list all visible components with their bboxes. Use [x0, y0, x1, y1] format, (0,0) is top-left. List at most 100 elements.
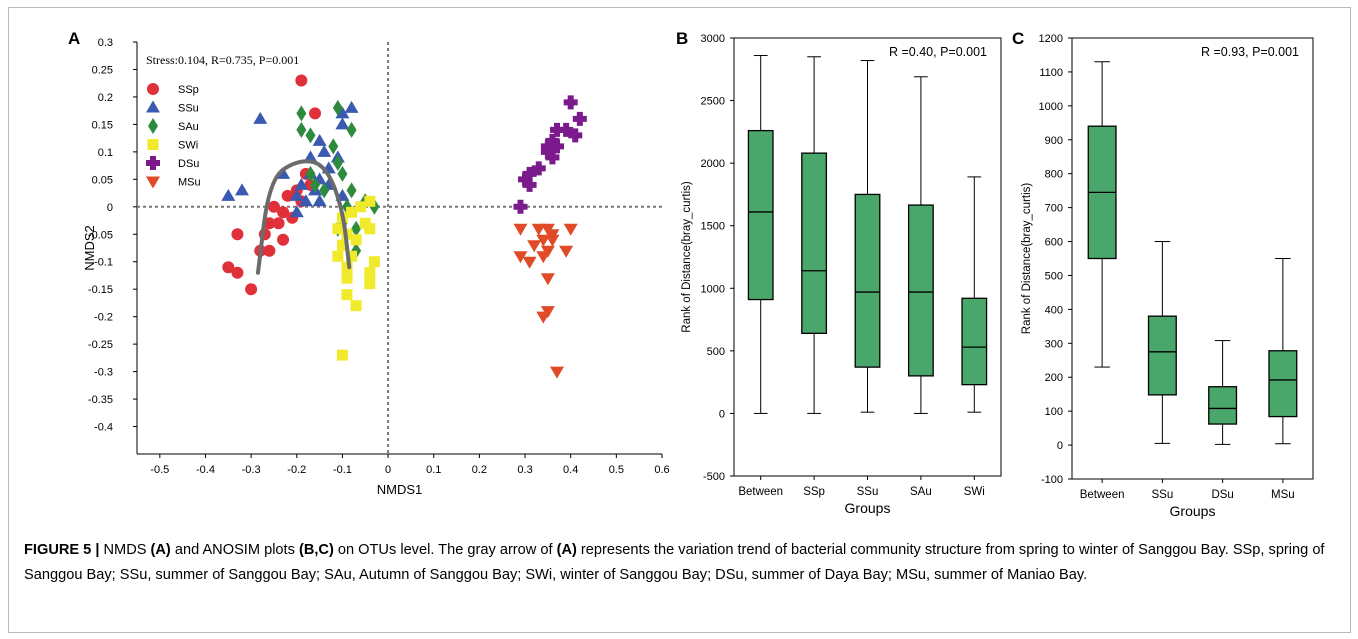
box-msu [1268, 258, 1298, 445]
point-swi [332, 223, 344, 235]
point-sau [351, 220, 362, 237]
legend-marker-swi [147, 139, 159, 150]
point-dsu [522, 177, 537, 192]
x-tick-label: SSu [857, 486, 879, 498]
x-tick-label: -0.1 [333, 464, 352, 476]
point-sau [328, 138, 339, 155]
panel-a-letter: A [68, 29, 80, 48]
series-swi [332, 195, 380, 361]
point-ssu [294, 177, 309, 190]
point-dsu [568, 128, 583, 143]
box-iqr [907, 204, 934, 377]
point-ssp [277, 206, 290, 219]
point-swi [350, 234, 362, 246]
point-dsu [572, 111, 587, 126]
point-ssu [289, 205, 304, 218]
y-tick-label: 800 [1045, 169, 1063, 181]
box-iqr [1268, 350, 1298, 418]
figure-caption: FIGURE 5 | NMDS (A) and ANOSIM plots (B,… [24, 538, 1334, 588]
y-tick-label: 2000 [701, 158, 725, 170]
y-tick-label: 100 [1045, 406, 1063, 418]
x-tick-label: SAu [910, 486, 932, 498]
point-ssu [312, 194, 327, 207]
legend-label-sau: SAu [178, 121, 199, 133]
point-msu [545, 234, 560, 247]
box-sau [907, 76, 934, 414]
point-swi [336, 349, 348, 361]
point-dsu [550, 122, 564, 137]
point-ssu [312, 133, 327, 146]
point-ssu [335, 106, 350, 119]
point-dsu [563, 95, 578, 110]
point-swi [368, 256, 380, 268]
x-tick-label: SSu [1152, 489, 1174, 501]
point-sau [346, 121, 357, 138]
y-tick-label: -0.35 [88, 394, 113, 406]
y-tick-label: 0.3 [98, 37, 113, 49]
point-dsu [531, 161, 546, 176]
point-msu [513, 223, 528, 236]
legend-label-ssp: SSp [178, 84, 199, 96]
y-tick-label: 0.15 [92, 119, 113, 131]
point-dsu [540, 144, 555, 159]
x-tick-label: DSu [1211, 489, 1233, 501]
y-tick-label: 1500 [701, 221, 725, 233]
point-ssp [309, 107, 322, 120]
y-tick-label: 500 [1045, 270, 1063, 282]
legend-marker-dsu [146, 156, 160, 170]
legend-marker-msu [146, 176, 160, 189]
x-tick-label: 0.4 [563, 464, 578, 476]
y-tick-label: 400 [1045, 304, 1063, 316]
point-sau [305, 127, 316, 144]
point-dsu [518, 172, 533, 187]
y-tick-label: 1000 [1039, 101, 1063, 113]
point-dsu [522, 166, 537, 181]
point-ssp [231, 228, 244, 241]
box-iqr [801, 152, 828, 334]
point-swi [341, 272, 353, 284]
y-tick-label: 1000 [701, 283, 725, 295]
caption-segment: (B,C) [298, 542, 334, 558]
y-tick-label: 1100 [1039, 67, 1063, 79]
box-iqr [1147, 315, 1177, 396]
point-swi [355, 201, 367, 213]
box-between [1087, 61, 1117, 368]
point-dsu [513, 199, 528, 214]
x-tick-label: Between [1080, 489, 1125, 501]
point-ssp [295, 74, 308, 87]
y-tick-label: 0 [1057, 440, 1063, 452]
point-dsu [545, 133, 560, 148]
x-tick-label: SSp [803, 486, 825, 498]
y-tick-label: 0 [719, 408, 725, 420]
box-iqr [854, 193, 881, 368]
point-ssp [272, 217, 285, 230]
x-tick-label: 0.1 [426, 464, 441, 476]
y-tick-label: -0.2 [94, 312, 113, 324]
box-ssp [801, 56, 828, 414]
y-tick-label: 500 [707, 346, 725, 358]
caption-body: NMDS (A) and ANOSIM plots (B,C) on OTUs … [24, 542, 1325, 583]
y-tick-label: -0.3 [94, 367, 113, 379]
y-tick-label: 0.05 [92, 174, 113, 186]
point-ssu [221, 188, 236, 201]
y-tick-label: -0.15 [88, 284, 113, 296]
legend-label-dsu: DSu [178, 158, 199, 170]
legend-label-swi: SWi [178, 140, 198, 152]
panel-a: A -0.5 -0.4 -0.3 -0.2 -0.1 0 0.1 0.2 0.3 0.4 0.5 0.6… [68, 29, 670, 497]
x-tick-label: -0.4 [196, 464, 215, 476]
legend-marker-ssp [147, 83, 159, 95]
y-tick-label: 0.2 [98, 92, 113, 104]
panel-b-stats-annotation: R =0.40, P=0.001 [889, 45, 987, 59]
x-axis-label: NMDS1 [377, 482, 423, 497]
point-swi [350, 300, 362, 312]
point-msu [531, 223, 546, 236]
trend-arrow [255, 159, 352, 275]
point-swi [341, 289, 353, 301]
point-sau [346, 182, 357, 199]
panel-c-y-axis-label: Rank of Distance(bray_curtis) [1021, 183, 1033, 335]
point-swi [332, 250, 344, 262]
caption-segment: on OTUs level. The gray arrow of [333, 542, 557, 558]
legend-label-msu: MSu [178, 177, 201, 189]
y-tick-label: -0.1 [94, 257, 113, 269]
box-between [747, 55, 774, 414]
